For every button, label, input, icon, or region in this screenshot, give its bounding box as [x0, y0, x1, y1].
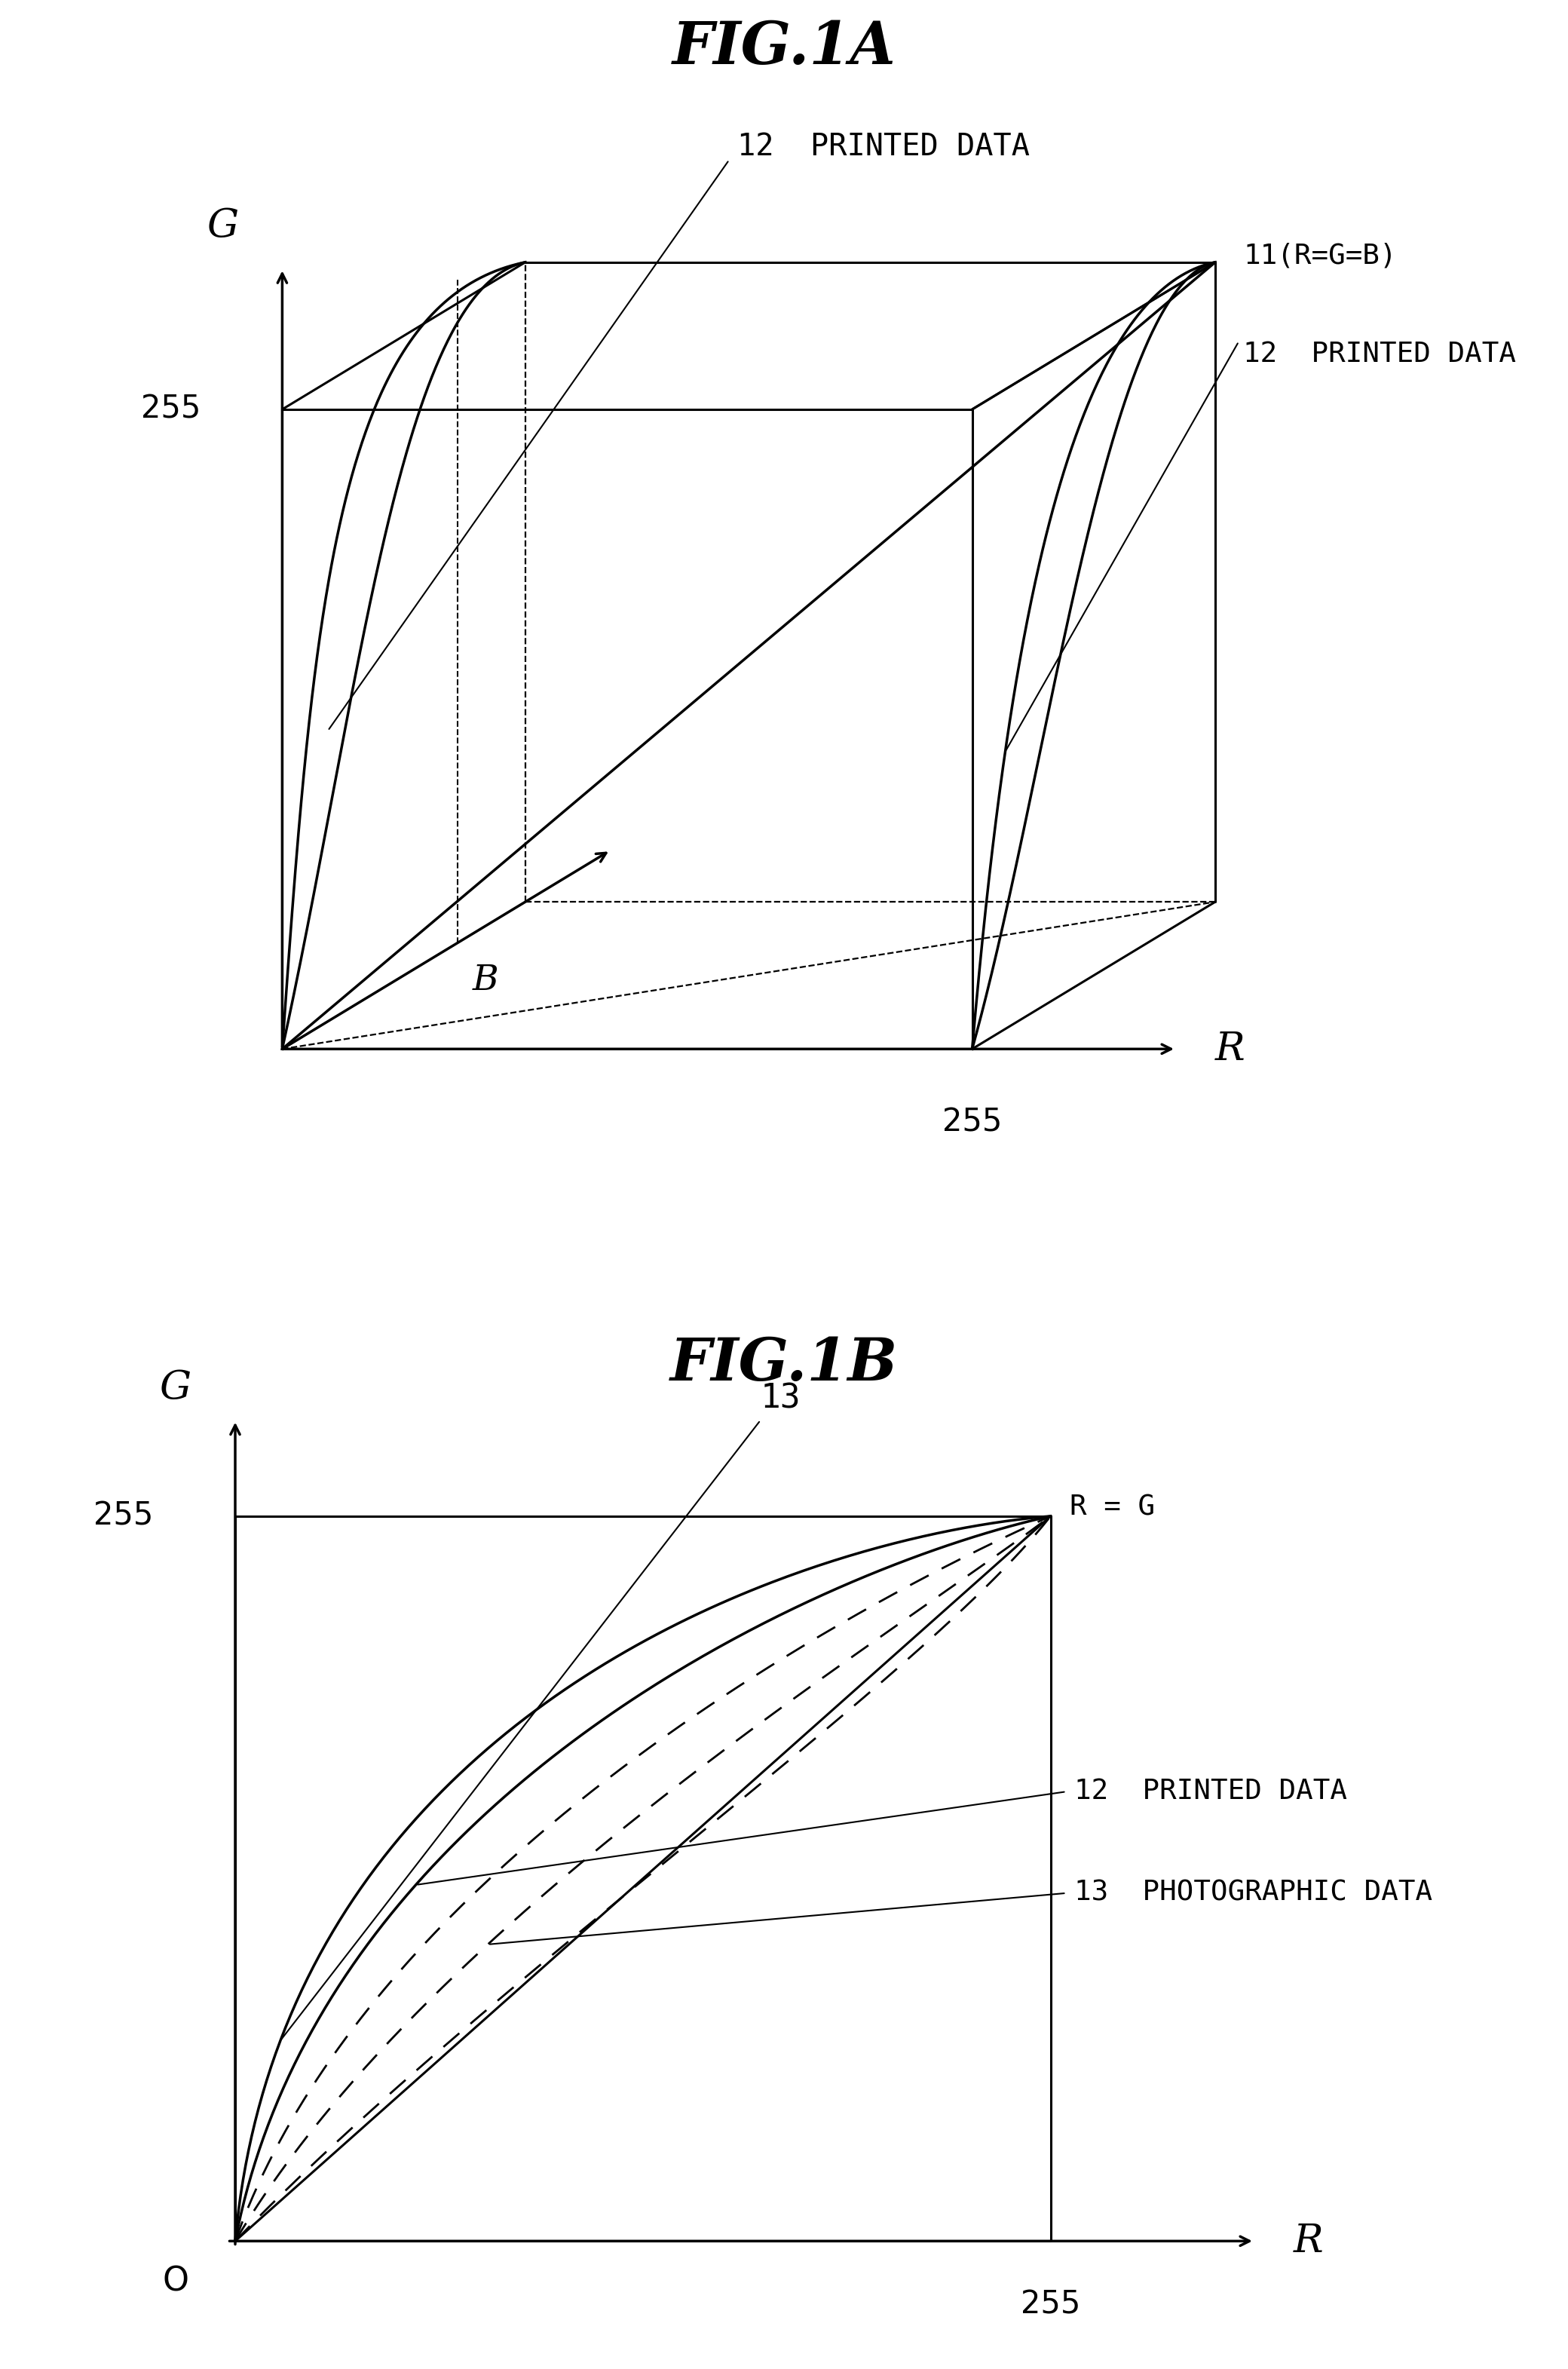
Text: FIG.1B: FIG.1B	[670, 1336, 898, 1393]
Text: 255: 255	[141, 393, 201, 424]
Text: 11(R=G=B): 11(R=G=B)	[1243, 242, 1397, 270]
Text: G: G	[160, 1369, 191, 1407]
Text: 13: 13	[760, 1383, 801, 1414]
Text: R: R	[1215, 1031, 1245, 1068]
Text: 255: 255	[94, 1500, 154, 1533]
Text: R = G: R = G	[1069, 1495, 1154, 1521]
Text: FIG.1A: FIG.1A	[673, 19, 895, 76]
Text: 255: 255	[1021, 2288, 1080, 2322]
Text: B: B	[472, 964, 499, 997]
Text: R: R	[1294, 2222, 1323, 2260]
Text: 13  PHOTOGRAPHIC DATA: 13 PHOTOGRAPHIC DATA	[1074, 1879, 1432, 1907]
Text: 12  PRINTED DATA: 12 PRINTED DATA	[1243, 341, 1516, 367]
Text: G: G	[207, 206, 238, 244]
Text: 12  PRINTED DATA: 12 PRINTED DATA	[1074, 1779, 1347, 1805]
Text: 12  PRINTED DATA: 12 PRINTED DATA	[737, 133, 1030, 161]
Text: 255: 255	[942, 1106, 1002, 1137]
Text: O: O	[163, 2265, 188, 2298]
